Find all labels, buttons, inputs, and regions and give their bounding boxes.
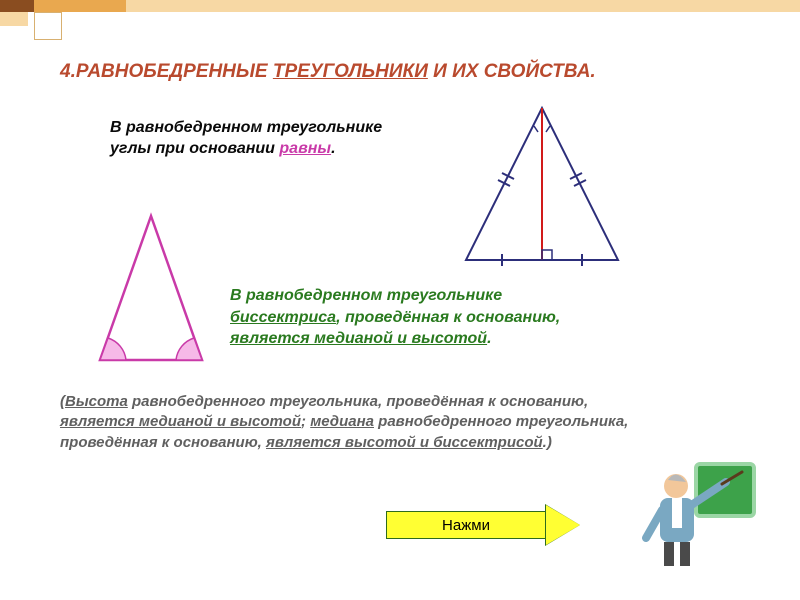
decor-bar-orange (34, 0, 126, 12)
slide-title: 4.РАВНОБЕДРЕННЫЕ ТРЕУГОЛЬНИКИ И ИХ СВОЙС… (60, 60, 700, 84)
note-w3: медиана (310, 413, 374, 430)
arrow-head-icon (546, 505, 580, 545)
prop2-l3b: . (487, 330, 491, 347)
press-button[interactable]: Нажми (386, 505, 596, 545)
note-text: (Высота равнобедренного треугольника, пр… (60, 392, 650, 453)
press-button-label: Нажми (386, 511, 546, 539)
prop2-bisector: биссектриса (230, 309, 336, 326)
prop1-equal-word: равны (279, 140, 331, 157)
prop2-median-height: является медианой и высотой (230, 330, 487, 347)
prop2-l1: В равнобедренном треугольнике (230, 287, 502, 304)
note-w1: Высота (65, 393, 128, 410)
isoceles-triangle-base-angles (86, 210, 216, 370)
note-w4: является высотой и биссектрисой (266, 434, 543, 451)
title-prefix: 4.РАВНОБЕДРЕННЫЕ (60, 61, 273, 82)
prop1-line2a: углы при основании (110, 140, 279, 157)
property-1-text: В равнобедренном треугольнике углы при о… (110, 118, 440, 160)
title-suffix: И ИХ СВОЙСТВА. (428, 61, 596, 82)
isoceles-triangle-with-altitude (452, 100, 632, 270)
property-2-text: В равнобедренном треугольнике биссектрис… (230, 285, 650, 350)
note-t1: равнобедренного треугольника, проведённа… (128, 393, 588, 410)
prop2-l2b: , проведённая к основанию, (336, 309, 560, 326)
prop1-line1: В равнобедренном треугольнике (110, 119, 382, 136)
decor-side-yellow (0, 12, 28, 26)
teacher-clipart-icon (638, 460, 758, 570)
title-underlined: ТРЕУГОЛЬНИКИ (273, 61, 428, 82)
note-w2: является медианой и высотой (60, 413, 301, 430)
prop1-line2c: . (331, 140, 335, 157)
decor-bar-dark (0, 0, 34, 12)
note-t2: ; (301, 413, 310, 430)
decor-bar-yellow (126, 0, 800, 12)
note-close: .) (543, 434, 552, 451)
decor-side-box (34, 12, 62, 40)
